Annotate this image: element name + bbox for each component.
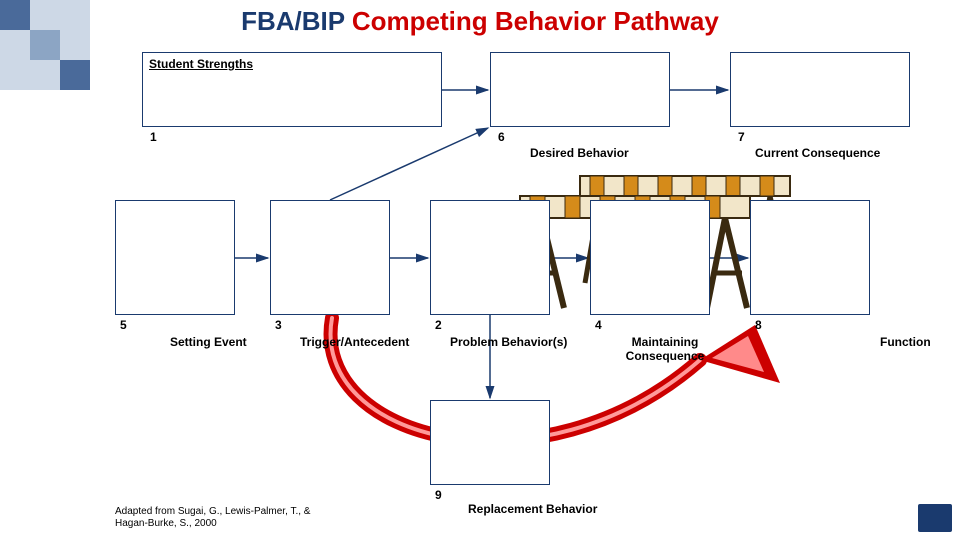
num-6: 6 <box>498 130 505 144</box>
title-red: Competing Behavior Pathway <box>352 6 719 36</box>
label-replacement-behavior: Replacement Behavior <box>468 502 597 516</box>
box-trigger-antecedent <box>270 200 390 315</box>
num-4: 4 <box>595 318 602 332</box>
label-trigger-antecedent: Trigger/Antecedent <box>300 335 409 349</box>
box-maintaining-consequence <box>590 200 710 315</box>
citation-line2: Hagan-Burke, S., 2000 <box>115 518 217 529</box>
logo-icon <box>918 504 952 532</box>
num-5: 5 <box>120 318 127 332</box>
num-8: 8 <box>755 318 762 332</box>
citation-line1: Adapted from Sugai, G., Lewis-Palmer, T.… <box>115 506 310 517</box>
num-7: 7 <box>738 130 745 144</box>
page-title: FBA/BIP Competing Behavior Pathway <box>0 6 960 37</box>
label-desired-behavior: Desired Behavior <box>530 146 629 160</box>
box-replacement-behavior <box>430 400 550 485</box>
num-9: 9 <box>435 488 442 502</box>
box-current-consequence <box>730 52 910 127</box>
label-function: Function <box>880 335 931 349</box>
label-maintaining-consequence: Maintaining Consequence <box>610 335 720 363</box>
citation: Adapted from Sugai, G., Lewis-Palmer, T.… <box>115 506 310 530</box>
box-student-strengths: Student Strengths <box>142 52 442 127</box>
box-function <box>750 200 870 315</box>
label-problem-behavior: Problem Behavior(s) <box>450 335 567 349</box>
num-2: 2 <box>435 318 442 332</box>
label-setting-event: Setting Event <box>170 335 247 349</box>
box-problem-behavior <box>430 200 550 315</box>
label-current-consequence: Current Consequence <box>755 146 880 160</box>
box-desired-behavior <box>490 52 670 127</box>
num-3: 3 <box>275 318 282 332</box>
num-1: 1 <box>150 130 157 144</box>
box-setting-event <box>115 200 235 315</box>
label-student-strengths: Student Strengths <box>149 57 253 71</box>
title-prefix: FBA/BIP <box>241 6 352 36</box>
